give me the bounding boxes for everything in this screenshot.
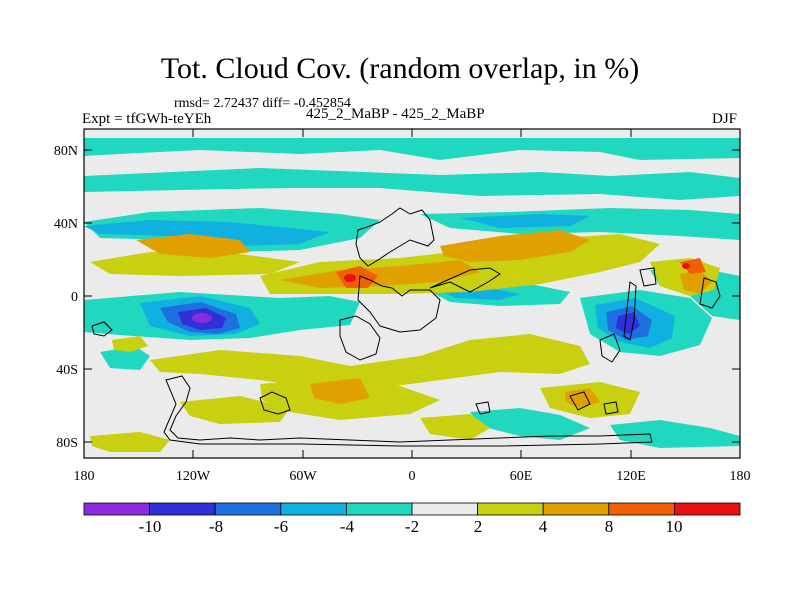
colorbar	[83, 502, 741, 516]
cloud-increase-moderate	[136, 230, 712, 408]
cloud-increase-extreme	[344, 263, 690, 282]
colorbar-label: 2	[474, 517, 483, 536]
colorbar-swatch	[345, 502, 413, 516]
colorbar-swatch	[214, 502, 282, 516]
colorbar-swatch	[149, 502, 216, 516]
experiment-label: Expt = tfGWh-teYEh	[82, 111, 212, 127]
lon-tick-180w: 180	[74, 469, 95, 484]
coastline-outlines	[91, 207, 721, 447]
lon-tick-120w: 120W	[176, 469, 211, 484]
lat-tick-40s: 40S	[56, 363, 78, 378]
colorbar-swatch	[674, 502, 741, 516]
map-title: Tot. Cloud Cov. (random overlap, in %)	[160, 52, 640, 85]
lat-tick-labels: 80N 40N 0 40S 80S	[54, 144, 78, 451]
lat-tick-40n: 40N	[54, 217, 78, 232]
colorbar-label: -8	[209, 517, 223, 536]
colorbar-label: -6	[274, 517, 288, 536]
lon-tick-180e: 180	[730, 469, 751, 484]
stats-text: rmsd= 2.72437 diff= -0.452854	[174, 96, 351, 111]
lat-tick-80n: 80N	[54, 144, 78, 159]
colorbar-label: 4	[539, 517, 548, 536]
colorbar-swatch	[411, 502, 478, 516]
difference-label: 425_2_MaBP - 425_2_MaBP	[306, 106, 485, 122]
season-label: DJF	[712, 111, 738, 127]
colorbar-label: -10	[139, 517, 162, 536]
colorbar-label: -4	[340, 517, 355, 536]
colorbar-swatch	[608, 502, 675, 516]
colorbar-label: 10	[666, 517, 683, 536]
colorbar-swatch	[280, 502, 347, 516]
cloud-decrease-extreme	[192, 313, 212, 323]
colorbar-swatch	[542, 502, 610, 516]
lon-tick-labels: 180 120W 60W 0 60E 120E 180	[74, 469, 751, 484]
lat-tick-80s: 80S	[56, 436, 78, 451]
map-plot-area	[84, 129, 740, 458]
colorbar-swatch	[83, 502, 150, 516]
colorbar-label: -2	[405, 517, 419, 536]
lon-tick-60e: 60E	[510, 469, 533, 484]
colorbar-labels: -10 -8 -6 -4 -2 2 4 8 10	[139, 517, 683, 536]
lon-tick-60w: 60W	[289, 469, 317, 484]
colorbar-swatch	[477, 502, 544, 516]
lon-tick-120e: 120E	[616, 469, 646, 484]
lat-tick-0: 0	[71, 290, 78, 305]
colorbar-label: 8	[605, 517, 614, 536]
lon-axis	[192, 129, 632, 458]
lat-axis	[84, 149, 740, 443]
lon-tick-0: 0	[409, 469, 416, 484]
cloud-increase-strong	[336, 258, 706, 288]
